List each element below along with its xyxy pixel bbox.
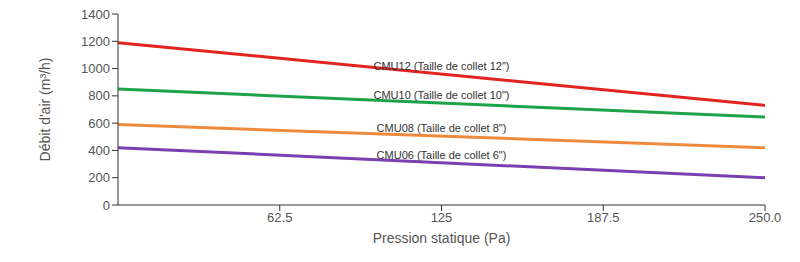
svg-text:CMU10 (Taille de collet 10"): CMU10 (Taille de collet 10") [374, 89, 510, 101]
svg-text:Débit d'air (m³/h): Débit d'air (m³/h) [37, 58, 53, 162]
svg-text:62.5: 62.5 [267, 210, 292, 225]
svg-text:600: 600 [88, 116, 110, 131]
svg-text:125: 125 [431, 210, 453, 225]
svg-text:1000: 1000 [81, 61, 110, 76]
svg-text:800: 800 [88, 88, 110, 103]
svg-text:250.0: 250.0 [749, 210, 782, 225]
svg-text:CMU12 (Taille de collet 12"): CMU12 (Taille de collet 12") [374, 60, 510, 72]
svg-text:CMU06 (Taille de collet 6"): CMU06 (Taille de collet 6") [377, 149, 507, 161]
svg-text:200: 200 [88, 170, 110, 185]
svg-text:1400: 1400 [81, 7, 110, 22]
svg-text:1200: 1200 [81, 34, 110, 49]
svg-text:Pression statique (Pa): Pression statique (Pa) [373, 230, 511, 246]
svg-text:187.5: 187.5 [587, 210, 620, 225]
svg-text:0: 0 [103, 198, 110, 213]
svg-text:CMU08 (Taille de collet 8"): CMU08 (Taille de collet 8") [377, 122, 507, 134]
svg-text:400: 400 [88, 143, 110, 158]
